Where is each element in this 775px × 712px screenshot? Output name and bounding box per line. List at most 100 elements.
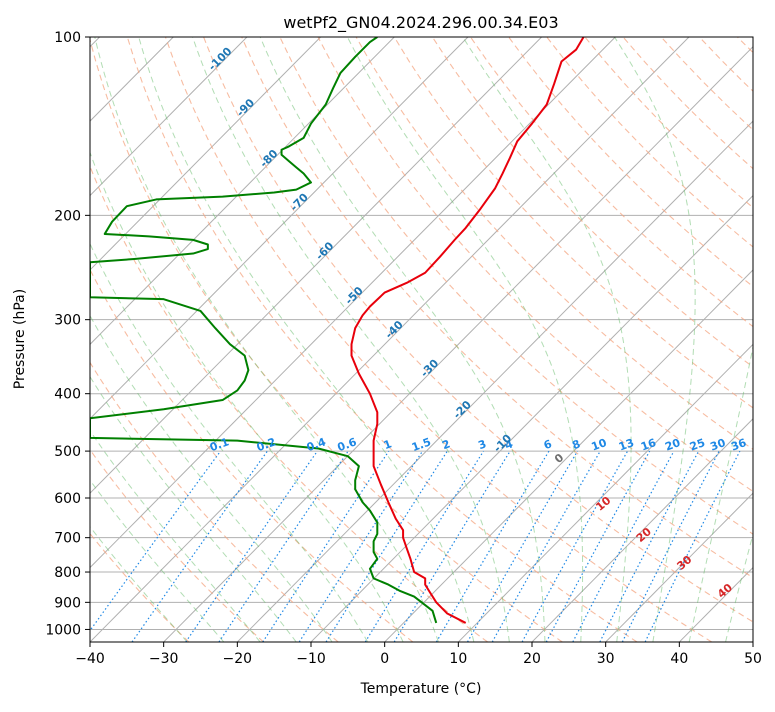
isotherm-line: [90, 37, 395, 346]
isotherm-label: -70: [288, 190, 311, 213]
mixing-ratio-label: 0.4: [305, 435, 328, 454]
isotherm-label: -90: [234, 96, 257, 119]
isotherm-line: [90, 37, 248, 197]
mixing-ratio-line: [262, 450, 390, 642]
mixing-ratio-line: [90, 450, 222, 632]
mixing-ratio-line: [435, 450, 550, 642]
mixing-ratio-label: 25: [688, 436, 707, 453]
isotherm-label: -20: [451, 398, 474, 421]
dry-adiabat-line: [660, 37, 753, 131]
moist-adiabat-line: [90, 375, 297, 642]
mixing-ratio-line: [545, 450, 651, 642]
dry-adiabat-line: [241, 37, 753, 579]
background-lines: [90, 37, 753, 642]
y-tick-label: 100: [54, 30, 81, 46]
isotherm-line: [531, 418, 753, 642]
mixing-ratio-label: 8: [571, 437, 583, 452]
dry-adiabat-line: [470, 37, 753, 328]
y-tick-label: 400: [54, 387, 81, 403]
y-tick-label: 300: [54, 313, 81, 329]
dry-adiabat-line: [508, 37, 753, 288]
mixing-ratio-label: 36: [729, 436, 748, 454]
moist-adiabat-line: [614, 37, 696, 642]
moist-adiabat-label: 10: [593, 494, 613, 514]
moist-adiabat-line: [346, 37, 584, 642]
y-tick-label: 600: [54, 491, 81, 507]
mixing-ratio-line: [491, 450, 601, 642]
isotherm-label: -40: [383, 318, 406, 341]
moist-adiabat-line: [90, 151, 404, 642]
y-tick-label: 700: [54, 531, 81, 547]
moist-adiabat-line: [138, 37, 475, 642]
moist-adiabat-line: [688, 344, 753, 642]
mixing-ratio-line: [298, 450, 424, 642]
y-axis-label: Pressure (hPa): [12, 289, 28, 389]
y-tick-label: 800: [54, 565, 81, 581]
dry-adiabat-line: [279, 37, 753, 535]
mixing-ratio-label: 0.2: [255, 435, 278, 454]
moist-adiabat-line: [90, 429, 261, 642]
dry-adiabat-line: [737, 37, 753, 54]
dry-adiabat-line: [393, 37, 753, 409]
mixing-ratio-label: 0.6: [336, 435, 359, 454]
dry-adiabat-line: [355, 37, 753, 450]
dry-adiabat-line: [90, 37, 563, 642]
isotherm-line: [310, 194, 753, 642]
moist-adiabat-line: [90, 526, 188, 642]
x-tick-label: 20: [523, 651, 541, 667]
mixing-ratio-line: [393, 450, 511, 642]
x-tick-label: −10: [296, 651, 326, 667]
moist-adiabat-label: 0: [552, 451, 566, 466]
mixing-ratio-label: 3: [477, 437, 489, 452]
y-tick-label: 1000: [45, 622, 81, 638]
dry-adiabat-line: [90, 164, 488, 642]
isotherm-line: [90, 37, 542, 494]
mixing-ratio-label: 10: [590, 436, 609, 454]
plot-frame: [89, 36, 754, 643]
dry-adiabat-line: [698, 37, 753, 92]
x-tick-label: 10: [449, 651, 467, 667]
dry-adiabat-line: [203, 37, 753, 623]
mixing-ratio-label: 16: [639, 436, 658, 454]
mixing-ratio-label: 4: [503, 437, 515, 452]
y-tick-label: 500: [54, 444, 81, 460]
dry-adiabat-line: [90, 448, 264, 642]
moist-adiabat-line: [192, 37, 510, 642]
dry-adiabat-line: [317, 37, 753, 493]
dry-adiabat-line: [126, 37, 638, 642]
moist-adiabat-line: [462, 37, 632, 642]
mixing-ratio-label: 2: [440, 437, 452, 452]
mixing-ratio-label: 1.5: [410, 435, 433, 454]
y-tick-label: 200: [54, 208, 81, 224]
isotherm-line: [457, 343, 753, 642]
isotherm-line: [163, 46, 753, 642]
x-tick-label: −20: [223, 651, 253, 667]
temperature-line: [350, 37, 585, 624]
dry-adiabat-line: [90, 268, 414, 642]
isotherm-line: [90, 37, 469, 420]
isotherm-line: [605, 492, 753, 642]
isotherm-label: -100: [206, 44, 235, 73]
dry-adiabat-line: [90, 361, 339, 642]
moist-adiabat-line: [725, 532, 753, 642]
mixing-ratio-label: 20: [663, 436, 682, 454]
isotherm-line: [236, 120, 753, 642]
moist-adiabat-line: [90, 314, 333, 642]
isotherm-line: [384, 269, 753, 642]
mixing-ratio-label: 30: [709, 436, 728, 454]
axes: −40 −30 −20 −10 0 10 20 30 40 5010020030040050060…: [45, 30, 762, 667]
x-tick-label: 30: [597, 651, 615, 667]
isotherm-label: -30: [418, 356, 441, 379]
isotherm-line: [90, 37, 616, 569]
mixing-ratio-line: [572, 450, 675, 642]
isotherm-line: [90, 37, 690, 642]
mixing-ratio-line: [644, 450, 741, 642]
mixing-ratio-line: [521, 450, 629, 642]
isotherm-line: [678, 566, 753, 642]
x-tick-label: 0: [380, 651, 389, 667]
x-axis-label: Temperature (°C): [360, 681, 482, 697]
moist-adiabat-line: [90, 242, 369, 642]
dewpoint-line: [90, 37, 438, 624]
moist-adiabat-line: [90, 479, 225, 642]
